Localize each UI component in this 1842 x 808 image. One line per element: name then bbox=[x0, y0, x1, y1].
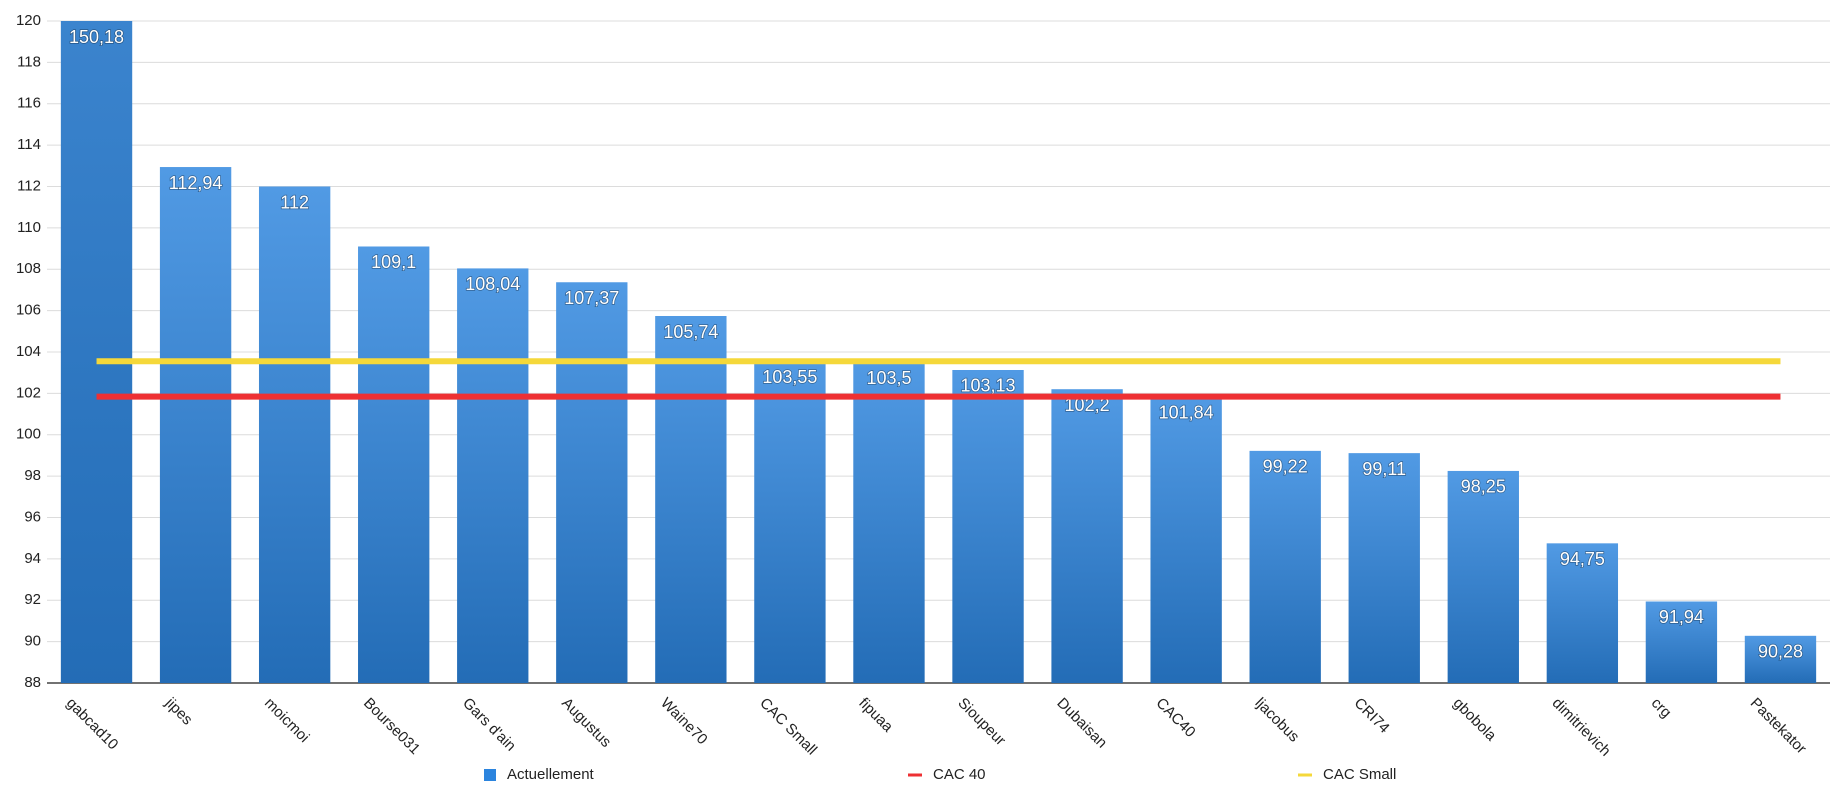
bar-shade bbox=[952, 369, 1024, 683]
bar-shade bbox=[60, 21, 133, 683]
y-tick-label: 108 bbox=[16, 260, 41, 277]
y-tick-label: 96 bbox=[24, 508, 41, 525]
value-label: 112,94 bbox=[169, 173, 223, 193]
value-label: 108,04 bbox=[465, 274, 520, 294]
bar-shade bbox=[1249, 450, 1321, 683]
value-label: 112 bbox=[280, 192, 309, 212]
bar-shade bbox=[853, 362, 925, 683]
value-label: 103,13 bbox=[960, 376, 1015, 396]
x-tick-label: crg bbox=[1648, 695, 1675, 722]
legend-label: Actuellement bbox=[507, 766, 595, 783]
x-tick-label: moicmoi bbox=[261, 695, 313, 747]
y-tick-label: 100 bbox=[16, 426, 41, 443]
x-tick-label: Pastekator bbox=[1747, 695, 1810, 758]
x-tick-label: CAC Small bbox=[756, 695, 820, 759]
legend-label: CAC 40 bbox=[933, 766, 986, 783]
bar-shade bbox=[1051, 389, 1123, 683]
bar-shade bbox=[556, 282, 628, 683]
y-tick-label: 116 bbox=[17, 95, 41, 112]
x-tick-label: jipes bbox=[161, 694, 196, 729]
grid: 88 90 92 94 96 98 100 102 104 106 108 110 112 114 116 1… bbox=[16, 12, 1830, 691]
bar-shade bbox=[358, 246, 430, 683]
bar-shade bbox=[457, 268, 529, 683]
value-label: 94,75 bbox=[1560, 549, 1605, 569]
value-label: 91,94 bbox=[1659, 607, 1704, 627]
bar-shade bbox=[258, 186, 331, 683]
x-tick-label: Sioupeur bbox=[954, 695, 1008, 749]
x-tick-label: Gars d'ain bbox=[459, 695, 519, 755]
y-tick-label: 92 bbox=[24, 591, 41, 608]
y-tick-label: 118 bbox=[17, 53, 41, 70]
y-tick-label: 102 bbox=[16, 384, 41, 401]
value-label: 107,37 bbox=[564, 288, 619, 308]
bars bbox=[60, 21, 1817, 683]
bar-shade bbox=[1447, 470, 1519, 683]
y-tick-label: 106 bbox=[16, 302, 41, 319]
bar-shade bbox=[655, 316, 727, 683]
bar-shade bbox=[1744, 635, 1817, 683]
x-tick-label: CRI74 bbox=[1351, 695, 1393, 737]
value-label: 98,25 bbox=[1461, 477, 1506, 497]
x-tick-label: CAC40 bbox=[1153, 695, 1199, 741]
legend-swatch bbox=[484, 769, 496, 781]
bar-shade bbox=[754, 361, 826, 683]
bar-shade bbox=[1546, 543, 1619, 683]
x-tick-label: dimitrievich bbox=[1549, 695, 1614, 760]
x-tick-label: Dubaisan bbox=[1053, 695, 1110, 752]
legend-label: CAC Small bbox=[1323, 766, 1396, 783]
x-tick-label: Waine70 bbox=[657, 695, 710, 748]
y-tick-label: 110 bbox=[17, 219, 41, 236]
x-tick-label: gbobola bbox=[1450, 695, 1500, 745]
bar-shade bbox=[1150, 396, 1222, 683]
y-tick-label: 114 bbox=[17, 136, 41, 153]
bar-shade bbox=[1645, 601, 1718, 683]
value-label: 99,11 bbox=[1362, 459, 1406, 479]
x-tick-label: Bourse031 bbox=[360, 695, 423, 758]
value-label: 105,74 bbox=[663, 322, 718, 342]
value-label: 99,22 bbox=[1263, 457, 1308, 477]
value-label: 150,18 bbox=[69, 27, 124, 47]
y-tick-label: 94 bbox=[24, 550, 41, 567]
y-tick-label: 98 bbox=[24, 467, 41, 484]
bar-shade bbox=[1348, 453, 1420, 683]
x-tick-label: gabcad10 bbox=[63, 695, 122, 754]
x-tick-label: fipuaa bbox=[855, 695, 896, 736]
y-tick-label: 104 bbox=[16, 343, 41, 360]
value-label: 103,5 bbox=[866, 368, 911, 388]
x-tick-label: Augustus bbox=[558, 695, 614, 751]
y-tick-label: 120 bbox=[16, 12, 41, 29]
value-label: 90,28 bbox=[1758, 642, 1803, 662]
bar-shade bbox=[159, 167, 232, 683]
y-tick-label: 90 bbox=[24, 633, 41, 650]
value-label: 101,84 bbox=[1159, 402, 1214, 422]
y-tick-label: 88 bbox=[24, 674, 41, 691]
y-tick-label: 112 bbox=[17, 177, 41, 194]
value-label: 109,1 bbox=[371, 252, 416, 272]
value-label: 103,55 bbox=[762, 367, 817, 387]
x-tick-label: ljacobus bbox=[1252, 695, 1303, 746]
